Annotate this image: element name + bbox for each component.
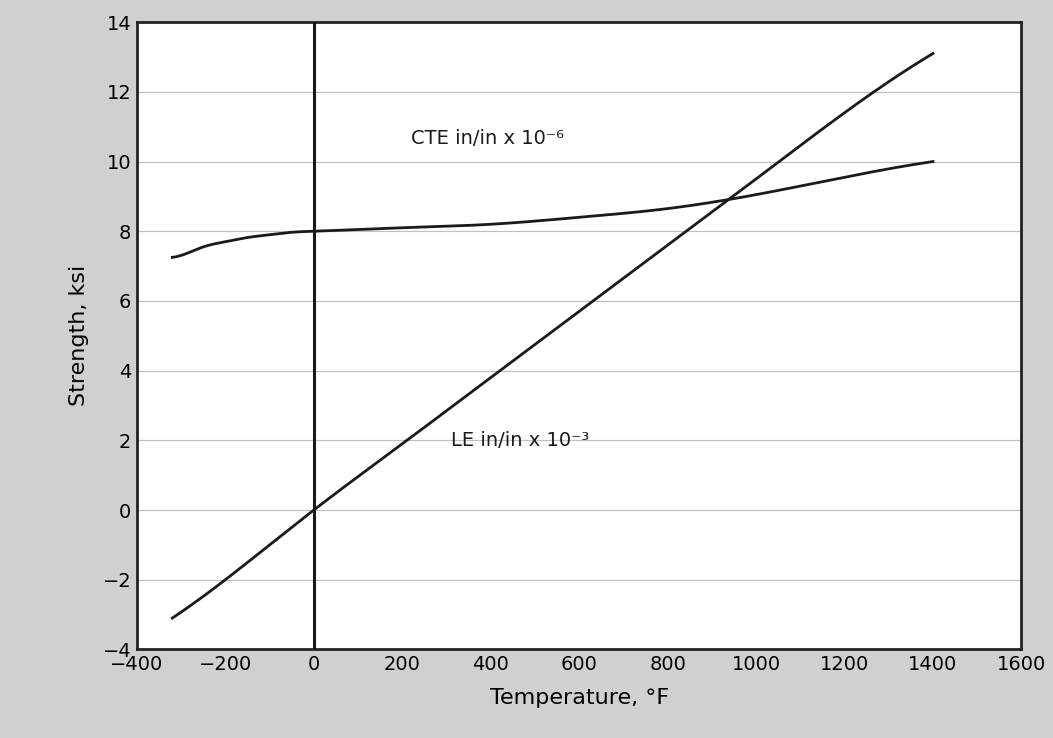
X-axis label: Temperature, °F: Temperature, °F bbox=[490, 688, 669, 708]
Text: LE in/in x 10⁻³: LE in/in x 10⁻³ bbox=[451, 430, 589, 449]
Text: CTE in/in x 10⁻⁶: CTE in/in x 10⁻⁶ bbox=[411, 129, 564, 148]
Y-axis label: Strength, ksi: Strength, ksi bbox=[68, 265, 88, 407]
